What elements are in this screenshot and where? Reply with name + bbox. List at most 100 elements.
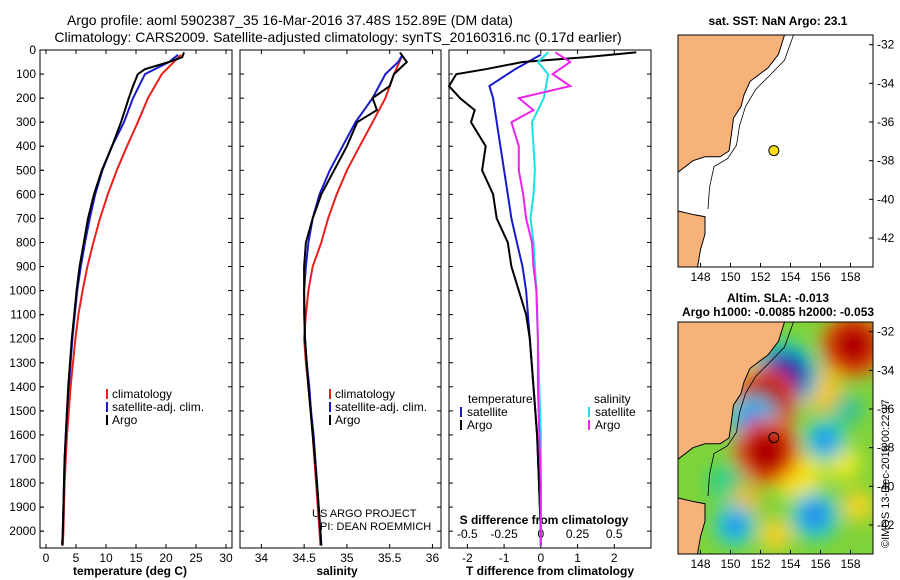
legend-label: Argo xyxy=(595,418,621,432)
legend-label: satellite xyxy=(467,405,508,419)
credit-line-1: US ARGO PROJECT xyxy=(312,508,417,520)
difference-x2label: S difference from climatology xyxy=(460,513,629,527)
map-x-tick-label: 158 xyxy=(840,557,860,571)
depth-tick-label: 500 xyxy=(16,163,36,177)
depth-tick-label: 1000 xyxy=(9,284,36,298)
sst-map-panel: sat. SST: NaN Argo: 23.1 148 150 152 154 156… xyxy=(677,14,895,284)
map-x-tick-label: 154 xyxy=(780,270,800,284)
map-y-tick-label: -40 xyxy=(877,192,895,206)
map-y-tick-label: -36 xyxy=(877,402,895,416)
map-x-tick-label: 148 xyxy=(690,270,710,284)
x2-tick-label: 0.25 xyxy=(566,527,590,541)
sla-map-panel: Altim. SLA: -0.013 Argo h1000: -0.0085 h… xyxy=(677,291,895,571)
difference-series-t-argo xyxy=(447,51,637,546)
x-tick-label: 20 xyxy=(159,551,173,565)
x-tick-label: 34 xyxy=(255,551,269,565)
legend-label: satellite-adj. clim. xyxy=(335,400,427,414)
depth-tick-label: 900 xyxy=(16,260,36,274)
x2-tick-label: -0.5 xyxy=(457,527,478,541)
temperature-series-argo xyxy=(61,52,185,546)
depth-tick-label: 0 xyxy=(29,43,36,57)
legend-label: Argo xyxy=(467,418,493,432)
depth-tick-label: 1200 xyxy=(9,332,36,346)
title-line-1: Argo profile: aoml 5902387_35 16-Mar-201… xyxy=(67,12,513,28)
map-y-tick-label: -42 xyxy=(877,231,895,245)
map-y-tick-label: -32 xyxy=(877,38,895,52)
depth-tick-label: 700 xyxy=(16,211,36,225)
x2-tick-label: 0.5 xyxy=(606,527,623,541)
argo-location-marker xyxy=(768,145,780,157)
depth-tick-label: 400 xyxy=(16,139,36,153)
map-x-tick-label: 150 xyxy=(720,557,740,571)
x-tick-label: 5 xyxy=(73,551,80,565)
map-y-tick-label: -36 xyxy=(877,115,895,129)
depth-tick-label: 1400 xyxy=(9,380,36,394)
temperature-xlabel: temperature (deg C) xyxy=(73,564,187,578)
legend-label: satellite-adj. clim. xyxy=(112,400,204,414)
depth-tick-label: 1600 xyxy=(9,428,36,442)
sst-map-title: sat. SST: NaN Argo: 23.1 xyxy=(709,14,848,28)
land-tasmania xyxy=(678,210,706,267)
eddy-core xyxy=(798,499,831,532)
map-x-tick-label: 158 xyxy=(840,270,860,284)
map-frame xyxy=(677,321,874,555)
legend-label: Argo xyxy=(112,413,138,427)
map-y-tick-label: -40 xyxy=(877,479,895,493)
x-tick-label: 25 xyxy=(189,551,203,565)
map-y-tick-label: -42 xyxy=(877,518,895,532)
difference-series-s-argo xyxy=(510,51,573,546)
x-tick-label: 10 xyxy=(99,551,113,565)
map-frame xyxy=(677,34,874,268)
land-mainland xyxy=(678,35,786,173)
salinity-panel: salinity US ARGO PROJECT PI: DEAN ROEMMI… xyxy=(239,49,442,578)
map-x-tick-label: 156 xyxy=(810,557,830,571)
x-tick-label: 36 xyxy=(426,551,440,565)
land-tasmania xyxy=(678,497,706,554)
difference-panel: T difference from climatology S differen… xyxy=(448,49,652,578)
x-tick-label: 34.5 xyxy=(292,551,316,565)
credit-line-2: PI: DEAN ROEMMICH xyxy=(320,521,431,533)
depth-tick-label: 600 xyxy=(16,187,36,201)
legend-label: Argo xyxy=(335,413,361,427)
argo-location-marker xyxy=(768,432,780,444)
difference-xlabel: T difference from climatology xyxy=(466,564,634,578)
x-tick-label: -2 xyxy=(462,551,473,565)
shelf-contour xyxy=(707,322,794,497)
sla-blob xyxy=(759,518,792,551)
eddy-core xyxy=(829,322,873,369)
x-tick-label: 1 xyxy=(574,551,581,565)
x-tick-label: 0 xyxy=(537,551,544,565)
map-x-tick-label: 152 xyxy=(750,557,770,571)
map-x-tick-label: 154 xyxy=(780,557,800,571)
legend-label: climatology xyxy=(335,387,395,401)
map-area xyxy=(678,322,873,554)
map-y-tick-label: -34 xyxy=(877,76,895,90)
eddy-core xyxy=(812,427,838,453)
legend-label: satellite xyxy=(595,405,636,419)
map-x-tick-label: 148 xyxy=(690,557,710,571)
depth-tick-label: 1800 xyxy=(9,476,36,490)
x-tick-label: 15 xyxy=(129,551,143,565)
imos-stamp: ©IMOS 13-Dec-2018 00:22:17 xyxy=(880,399,892,548)
depth-tick-label: 100 xyxy=(16,67,36,81)
map-x-tick-label: 150 xyxy=(720,270,740,284)
x-tick-label: 2 xyxy=(611,551,618,565)
salinity-xlabel: salinity xyxy=(316,564,358,578)
legend-title-temperature: temperature xyxy=(468,392,533,406)
eddy-core xyxy=(741,426,792,477)
x-tick-label: 35 xyxy=(340,551,354,565)
depth-tick-label: 1900 xyxy=(9,500,36,514)
salinity-series-argo xyxy=(303,51,409,546)
legend-title-salinity: salinity xyxy=(594,392,631,406)
eddy-core xyxy=(722,512,748,538)
difference-series-s-satellite xyxy=(529,51,550,546)
shelf-contour xyxy=(707,35,794,210)
x2-tick-label: -0.25 xyxy=(490,527,518,541)
depth-tick-label: 1700 xyxy=(9,452,36,466)
x-tick-label: 0 xyxy=(43,551,50,565)
x-tick-label: 30 xyxy=(219,551,233,565)
title-line-2: Climatology: CARS2009. Satellite-adjuste… xyxy=(54,29,621,45)
map-x-tick-label: 156 xyxy=(810,270,830,284)
land-mainland xyxy=(678,322,786,460)
